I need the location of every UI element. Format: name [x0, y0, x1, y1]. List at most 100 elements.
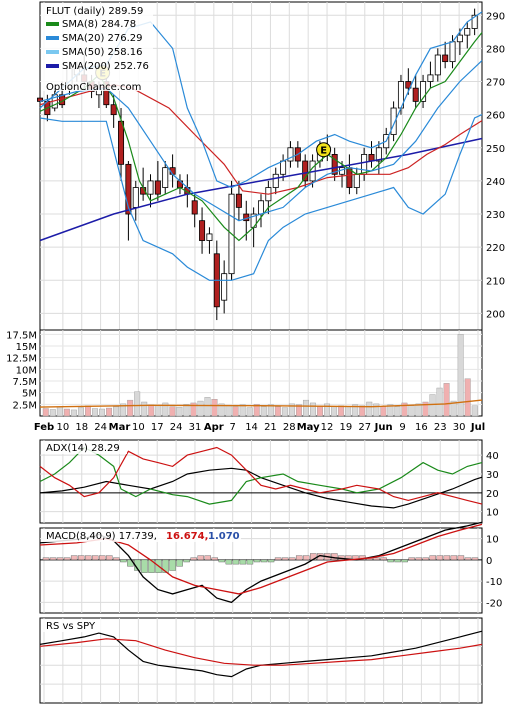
- macd-histogram-bar: [471, 557, 479, 561]
- macd-title-bg: [41, 529, 241, 542]
- volume-bar: [288, 403, 295, 417]
- candle-body: [464, 28, 471, 36]
- candle-body: [235, 193, 242, 208]
- macd-histogram-bar: [225, 559, 233, 565]
- macd-tick-label: 0: [486, 556, 492, 567]
- volume-bar: [352, 404, 359, 417]
- candle-body: [125, 163, 132, 215]
- candle-body: [331, 154, 338, 175]
- volume-bar: [464, 378, 471, 417]
- rs-panel: [39, 617, 483, 704]
- rs-title: RS vs SPY: [46, 621, 96, 632]
- volume-tick-label: 17.5M: [6, 330, 37, 341]
- x-tick-label: 24: [94, 422, 107, 433]
- volume-bar: [49, 409, 56, 417]
- volume-bar: [155, 405, 162, 417]
- rs-series-rsavg: [39, 638, 483, 666]
- macd-histogram-bar: [239, 559, 247, 565]
- volume-bar: [42, 408, 49, 417]
- volume-bar: [77, 407, 84, 417]
- macd-title-part: 16.674,: [166, 531, 208, 542]
- volume-bar: [338, 405, 345, 417]
- macd-histogram-bar: [99, 555, 106, 561]
- candle-body: [361, 154, 368, 175]
- candle-body: [390, 107, 397, 135]
- volume-average-line: [39, 399, 483, 408]
- macd-histogram-bar: [246, 559, 254, 565]
- x-tick-label: 17: [151, 422, 164, 433]
- volume-bar: [239, 404, 246, 417]
- volume-bar: [324, 403, 331, 417]
- volume-bar: [197, 400, 204, 417]
- macd-histogram-bar: [443, 555, 451, 561]
- series-bb-lower: [39, 114, 483, 281]
- adx-tick-label: 20: [486, 489, 499, 500]
- volume-bar: [218, 403, 225, 417]
- volume-bar: [380, 406, 387, 417]
- x-tick-label: Apr: [204, 422, 224, 433]
- legend-swatch: [46, 64, 59, 68]
- adx-series-di: [39, 446, 483, 505]
- x-tick-label: 27: [358, 422, 371, 433]
- macd-histogram-bar: [450, 555, 458, 561]
- macd-histogram-bar: [183, 559, 190, 563]
- volume-bar: [246, 407, 253, 417]
- volume-bar: [415, 403, 422, 417]
- volume-bar: [99, 408, 105, 417]
- volume-bar: [359, 405, 366, 417]
- candle-body: [420, 81, 427, 102]
- x-tick-label: May: [297, 422, 320, 433]
- volume-bar: [176, 406, 183, 417]
- macd-histogram-bar: [176, 559, 183, 567]
- macd-title-part: MACD(8,40,9) 17.739,: [46, 531, 157, 542]
- watermark: OptionChance.com: [46, 82, 141, 93]
- candle-body: [132, 187, 139, 208]
- volume-bar: [127, 399, 134, 417]
- volume-bar: [56, 406, 63, 417]
- macd-histogram-bar: [92, 555, 99, 561]
- macd-histogram-bar: [218, 559, 226, 563]
- volume-bar: [113, 406, 120, 417]
- volume-bar: [408, 405, 415, 417]
- macd-histogram-bar: [253, 559, 261, 563]
- price-title: FLUT (daily) 289.59: [46, 6, 143, 17]
- candle-body: [434, 54, 441, 76]
- volume-bar: [331, 406, 338, 417]
- series-sma-200-: [39, 137, 483, 242]
- volume-bar: [267, 404, 274, 417]
- macd-histogram-bar: [401, 559, 408, 563]
- rs-title-bg: [41, 619, 105, 632]
- macd-histogram-bar: [49, 557, 57, 561]
- macd-series-signal: [39, 523, 483, 595]
- x-tick-label: 9: [399, 422, 405, 433]
- adx-title-bg: [41, 441, 127, 454]
- macd-histogram-bar: [106, 555, 113, 561]
- volume-bar: [281, 407, 288, 417]
- candle-body: [272, 173, 279, 188]
- macd-histogram-bar: [331, 553, 338, 561]
- macd-series-macd: [39, 521, 483, 604]
- volume-bar: [92, 408, 98, 417]
- volume-bar: [387, 404, 394, 417]
- candle-body: [162, 167, 169, 188]
- volume-bar: [134, 391, 141, 417]
- volume-tick-label: 7.5M: [12, 377, 37, 388]
- volume-bar: [225, 405, 232, 417]
- candle-body: [449, 41, 456, 63]
- macd-histogram-bar: [429, 555, 437, 561]
- volume-tick-label: 12.5M: [6, 354, 37, 365]
- macd-histogram-bar: [120, 559, 127, 563]
- macd-histogram-bar: [141, 559, 148, 573]
- macd-histogram-bar: [380, 557, 387, 561]
- macd-histogram-bar: [274, 557, 282, 561]
- adx-tick-label: 40: [486, 451, 499, 462]
- macd-histogram-bar: [204, 555, 211, 561]
- volume-tick-label: 10M: [16, 365, 37, 376]
- macd-histogram-bar: [267, 559, 275, 563]
- macd-histogram-bar: [394, 559, 401, 563]
- volume-bar: [450, 400, 457, 417]
- volume-bar: [141, 401, 148, 417]
- macd-histogram-bar: [436, 555, 444, 561]
